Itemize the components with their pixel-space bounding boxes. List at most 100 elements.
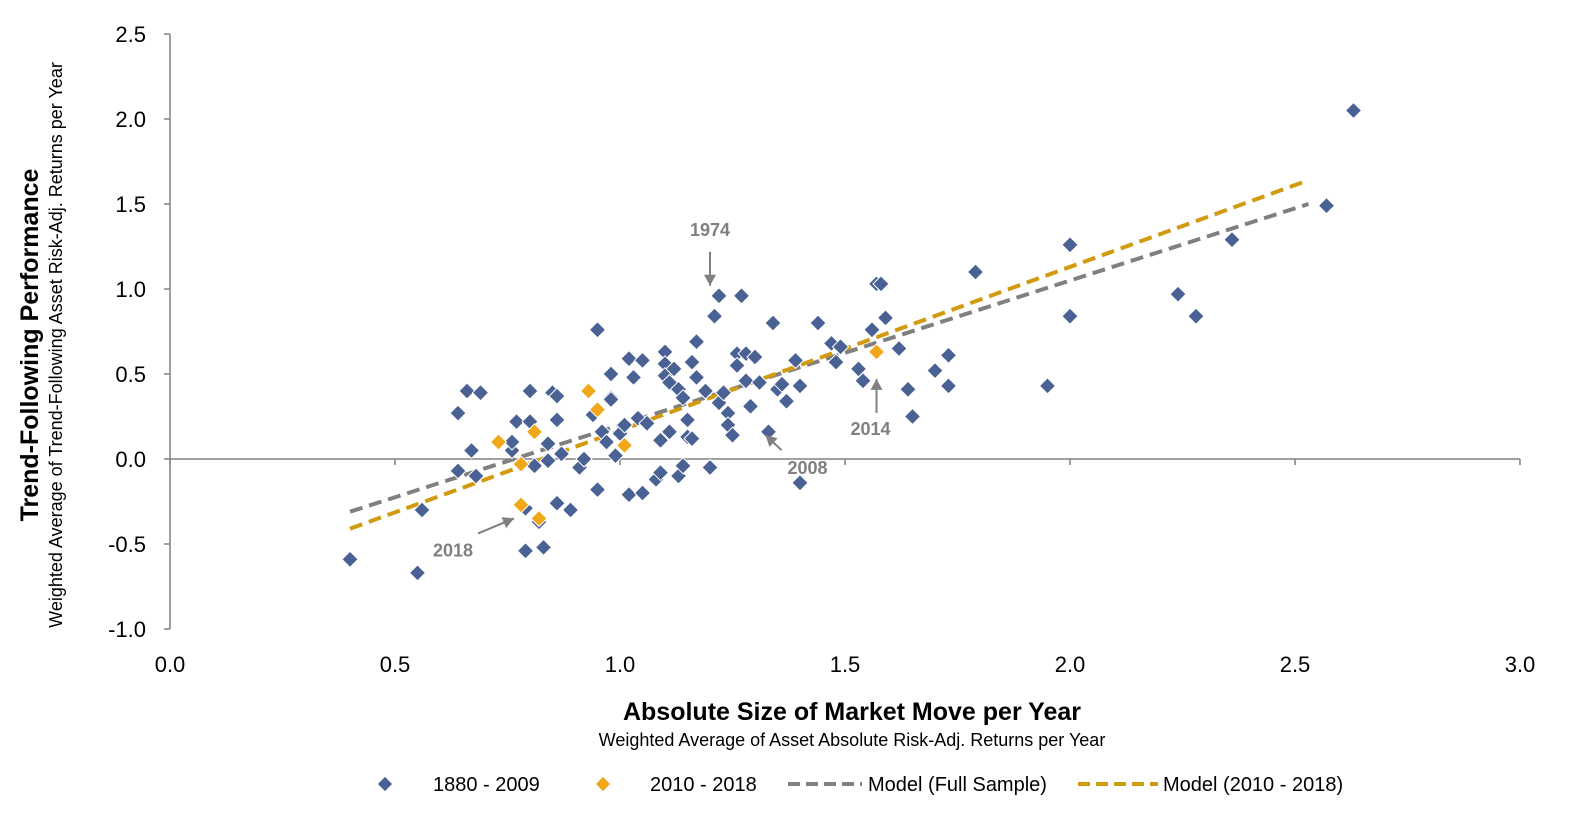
point-1880-2009 <box>624 368 643 387</box>
point-1880-2009 <box>1223 230 1241 249</box>
y-tick-label: 1.0 <box>115 277 146 302</box>
axes <box>164 33 1521 630</box>
point-2010-2018 <box>867 343 886 361</box>
point-1880-2009 <box>507 412 526 431</box>
point-1880-2009 <box>521 382 539 400</box>
point-1880-2009 <box>876 309 895 327</box>
point-1880-2009 <box>408 564 427 582</box>
point-1880-2009 <box>413 501 431 519</box>
point-1880-2009 <box>728 356 746 375</box>
annotation-label-2018: 2018 <box>433 540 473 560</box>
point-1880-2009 <box>620 349 638 368</box>
point-1880-2009 <box>863 321 881 339</box>
point-1880-2009 <box>696 382 715 400</box>
y-tick-label: 0.0 <box>115 447 146 472</box>
point-1880-2009 <box>705 307 724 325</box>
point-1880-2009 <box>552 445 571 463</box>
point-1880-2009 <box>683 429 701 448</box>
point-1880-2009 <box>548 494 566 512</box>
point-1880-2009 <box>701 458 719 477</box>
point-1880-2009 <box>773 375 791 393</box>
point-1880-2009 <box>809 314 827 332</box>
x-tick-labels: 0.0 0.5 1.0 1.5 2.0 2.5 3.0 <box>155 652 1536 677</box>
point-1880-2009 <box>899 380 917 399</box>
legend-marker-1880-2009 <box>377 776 393 792</box>
point-1880-2009 <box>462 441 481 460</box>
point-1880-2009 <box>791 474 809 492</box>
point-1880-2009 <box>534 538 553 557</box>
point-2010-2018 <box>579 382 598 400</box>
point-1880-2009 <box>1038 377 1057 395</box>
x-tick-label: 0.0 <box>155 652 186 677</box>
point-1880-2009 <box>471 383 490 402</box>
legend: 1880 - 2009 2010 - 2018 Model (Full Samp… <box>377 774 1343 796</box>
point-1880-2009 <box>602 390 620 409</box>
annot-arrow-2014-head <box>870 378 883 390</box>
point-1880-2009 <box>503 433 521 451</box>
point-2010-2018 <box>512 455 530 473</box>
x-tick-label: 2.0 <box>1055 652 1086 677</box>
point-1880-2009 <box>827 353 845 371</box>
annotation-label-2014: 2014 <box>850 419 890 439</box>
point-1880-2009 <box>683 353 701 371</box>
legend-label-1880-2009: 1880 - 2009 <box>433 774 540 796</box>
y-tick-labels: 2.5 2.0 1.5 1.0 0.5 0.0 -0.5 -1.0 <box>108 22 146 642</box>
point-1880-2009 <box>467 467 485 485</box>
data-points <box>341 101 1363 582</box>
y-tick-label: -1.0 <box>108 617 146 642</box>
point-1880-2009 <box>750 373 769 392</box>
point-1880-2009 <box>615 416 634 434</box>
point-1880-2009 <box>602 365 620 383</box>
point-1880-2009 <box>764 314 782 332</box>
point-1880-2009 <box>732 287 751 305</box>
x-tick-label: 1.0 <box>605 652 636 677</box>
point-1880-2009 <box>651 431 670 450</box>
point-1880-2009 <box>516 542 535 560</box>
model-full-sample-line <box>349 202 1310 514</box>
point-1880-2009 <box>561 501 580 519</box>
point-1880-2009 <box>633 351 652 370</box>
point-1880-2009 <box>1169 285 1187 303</box>
point-1880-2009 <box>597 433 616 451</box>
x-tick-label: 0.5 <box>380 652 411 677</box>
y-tick-label: 0.5 <box>115 362 146 387</box>
point-1880-2009 <box>539 451 557 470</box>
point-1880-2009 <box>786 351 805 370</box>
point-1880-2009 <box>449 462 467 480</box>
point-1880-2009 <box>939 346 958 365</box>
point-1880-2009 <box>777 392 796 410</box>
point-1880-2009 <box>854 372 872 390</box>
legend-label-2010-2018: 2010 - 2018 <box>650 774 757 796</box>
point-2010-2018 <box>588 400 607 419</box>
annotation-label-1974: 1974 <box>690 220 730 240</box>
point-1880-2009 <box>687 368 706 387</box>
point-1880-2009 <box>588 321 607 339</box>
y-tick-label: 2.0 <box>115 107 146 132</box>
point-2010-2018 <box>615 436 634 455</box>
point-1880-2009 <box>548 387 566 405</box>
point-1880-2009 <box>525 457 544 475</box>
point-1880-2009 <box>791 377 809 395</box>
annot-arrow-2008-head <box>765 435 778 448</box>
model-2010-2018-line <box>349 178 1310 531</box>
point-1880-2009 <box>539 434 557 453</box>
point-1880-2009 <box>737 372 755 390</box>
point-1880-2009 <box>687 332 706 351</box>
x-axis-title: Absolute Size of Market Move per Year <box>623 698 1081 726</box>
legend-label-model-2010-2018: Model (2010 - 2018) <box>1163 774 1343 796</box>
point-2010-2018 <box>525 423 544 441</box>
point-1880-2009 <box>660 423 679 441</box>
point-1880-2009 <box>548 411 566 429</box>
point-1880-2009 <box>710 287 728 305</box>
point-1880-2009 <box>575 450 593 468</box>
point-1880-2009 <box>620 485 638 504</box>
point-1880-2009 <box>1061 236 1079 254</box>
point-1880-2009 <box>831 338 850 356</box>
point-1880-2009 <box>674 457 692 475</box>
trend-lines <box>349 178 1310 531</box>
point-1880-2009 <box>674 389 692 407</box>
legend-label-model-full: Model (Full Sample) <box>868 774 1047 796</box>
point-2010-2018 <box>512 496 530 514</box>
point-1880-2009 <box>746 348 764 366</box>
point-1880-2009 <box>651 463 670 482</box>
